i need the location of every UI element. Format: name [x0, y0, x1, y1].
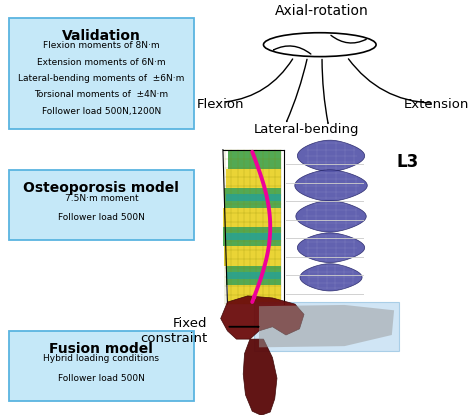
Text: Flexion moments of 8N·m: Flexion moments of 8N·m [43, 41, 160, 50]
Text: Hybrid loading conditions: Hybrid loading conditions [43, 354, 159, 363]
Text: Lateral-bending: Lateral-bending [254, 123, 359, 136]
FancyBboxPatch shape [255, 302, 399, 352]
Text: Lateral-bending moments of  ±6N·m: Lateral-bending moments of ±6N·m [18, 74, 184, 83]
Polygon shape [259, 305, 394, 347]
Text: Fixed
constraint: Fixed constraint [140, 317, 207, 345]
Polygon shape [228, 150, 282, 169]
Polygon shape [226, 272, 282, 279]
Text: Follower load 500N: Follower load 500N [58, 213, 145, 223]
FancyBboxPatch shape [9, 331, 194, 401]
Polygon shape [223, 208, 282, 227]
Polygon shape [297, 233, 365, 262]
Text: Validation: Validation [62, 29, 141, 43]
FancyBboxPatch shape [9, 18, 194, 129]
Polygon shape [297, 140, 365, 171]
Text: Axial-rotation: Axial-rotation [275, 4, 369, 18]
Polygon shape [226, 233, 282, 240]
Polygon shape [300, 264, 362, 291]
Text: Osteoporosis model: Osteoporosis model [23, 181, 179, 196]
Text: Follower load 500N: Follower load 500N [58, 374, 145, 383]
Polygon shape [243, 339, 277, 415]
Polygon shape [223, 227, 282, 246]
Text: Torsional moments of  ±4N·m: Torsional moments of ±4N·m [34, 90, 168, 99]
Polygon shape [226, 169, 282, 188]
Polygon shape [226, 194, 282, 201]
Text: Follower load 500N,1200N: Follower load 500N,1200N [42, 106, 161, 116]
Polygon shape [296, 201, 366, 232]
Text: Flexion: Flexion [197, 98, 245, 111]
Text: Extension: Extension [404, 98, 470, 111]
Text: Extension moments of 6N·m: Extension moments of 6N·m [37, 58, 165, 67]
Polygon shape [228, 285, 282, 304]
Text: L3: L3 [396, 153, 419, 171]
Text: Fusion model: Fusion model [49, 342, 153, 356]
Polygon shape [224, 188, 282, 208]
Polygon shape [224, 246, 282, 265]
FancyBboxPatch shape [9, 170, 194, 240]
Polygon shape [295, 170, 367, 201]
Polygon shape [226, 265, 282, 285]
Text: 7.5N·m moment: 7.5N·m moment [64, 194, 138, 203]
Polygon shape [221, 296, 304, 339]
